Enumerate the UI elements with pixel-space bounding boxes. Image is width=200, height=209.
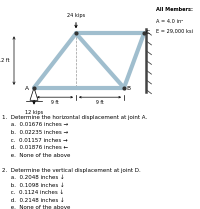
Polygon shape [30, 88, 38, 100]
Text: 2.  Determine the vertical displacement at joint D.: 2. Determine the vertical displacement a… [2, 168, 141, 173]
Text: A = 4.0 in²: A = 4.0 in² [156, 19, 183, 24]
Text: c.  0.1124 inches ↓: c. 0.1124 inches ↓ [2, 190, 64, 195]
Text: E = 29,000 ksi: E = 29,000 ksi [156, 29, 193, 34]
Text: 9 ft: 9 ft [96, 100, 104, 105]
Text: 12 ft: 12 ft [0, 58, 10, 63]
Text: b.  0.1098 inches ↓: b. 0.1098 inches ↓ [2, 183, 65, 188]
Text: B: B [126, 86, 130, 91]
Text: C: C [146, 30, 150, 35]
Text: d.  0.2148 inches ↓: d. 0.2148 inches ↓ [2, 198, 65, 203]
Text: A: A [25, 86, 29, 91]
Text: a.  0.01676 inches →: a. 0.01676 inches → [2, 122, 68, 127]
Text: 24 kips: 24 kips [67, 13, 85, 18]
Text: c.  0.01157 inches →: c. 0.01157 inches → [2, 138, 68, 143]
Text: e.  None of the above: e. None of the above [2, 205, 70, 209]
Text: e.  None of the above: e. None of the above [2, 153, 70, 158]
Text: 12 kips: 12 kips [25, 110, 43, 115]
Text: 1.  Determine the horizontal displacement at joint A.: 1. Determine the horizontal displacement… [2, 115, 147, 120]
Text: All Members:: All Members: [156, 7, 193, 12]
Text: d.  0.01876 inches ←: d. 0.01876 inches ← [2, 145, 68, 150]
Text: 9 ft: 9 ft [51, 100, 59, 105]
Text: b.  0.02235 inches →: b. 0.02235 inches → [2, 130, 68, 135]
Text: a.  0.2048 inches ↓: a. 0.2048 inches ↓ [2, 175, 65, 180]
